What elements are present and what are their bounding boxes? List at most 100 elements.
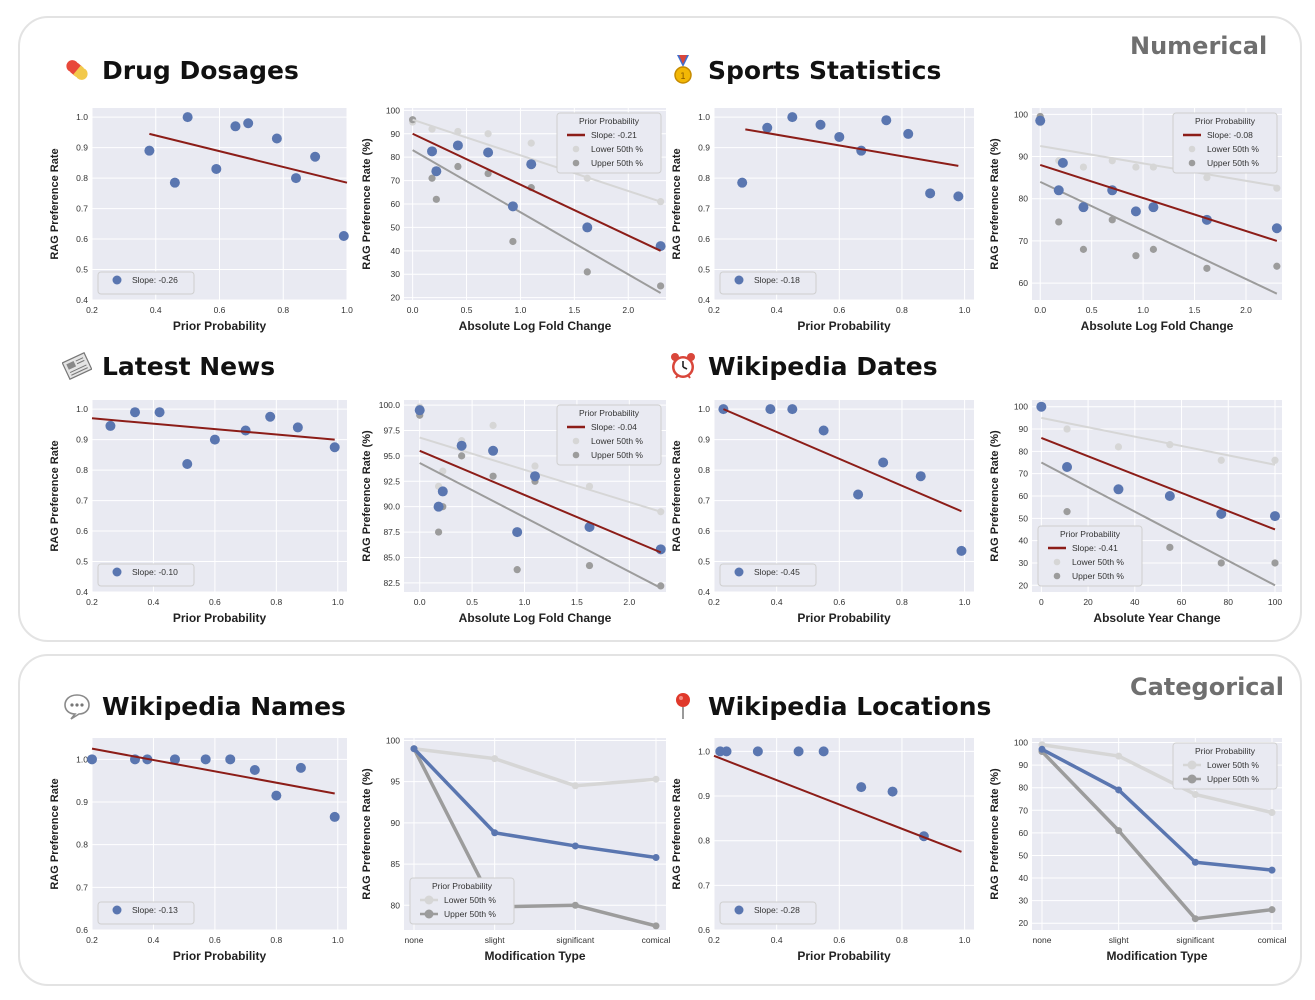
lower-50th-point [585, 482, 594, 490]
legend-label: Lower 50th % [1207, 144, 1259, 154]
lower-50th-point [1132, 163, 1140, 171]
x-tick-label: 0.8 [896, 305, 908, 315]
data-point [903, 128, 914, 139]
x-tick-label: 1.0 [332, 597, 344, 607]
data-point [291, 173, 301, 184]
y-tick-label: 20 [1019, 918, 1029, 928]
data-point [1035, 115, 1046, 126]
data-point [526, 159, 537, 170]
plot-area [714, 738, 974, 930]
y-tick-label: 0.8 [698, 173, 710, 183]
wnames-prior-chart: 0.6 0.7 0.8 0.9 1.0 0.2 0.4 0.6 0.8 1.0 Prior Prob… [49, 738, 347, 963]
y-tick-label: 100.0 [379, 400, 401, 410]
y-tick-label: 85.0 [383, 552, 400, 562]
x-tick-label: 0.2 [86, 935, 98, 945]
lower-50th-point [1079, 163, 1088, 171]
legend: Prior Probability Lower 50th % Upper 50th … [1172, 742, 1278, 790]
data-point [105, 420, 116, 431]
data-point [414, 405, 425, 416]
y-tick-label: 70 [1019, 805, 1029, 815]
series-lower-50th-line [413, 746, 657, 788]
legend-marker [734, 905, 744, 915]
x-tick-label: 2.0 [623, 597, 635, 607]
section-title: Latest News [102, 351, 276, 381]
y-tick-label: 30 [391, 269, 401, 279]
section-wikipedia-locations: Wikipedia Locations [668, 691, 991, 721]
y-tick-label: 80 [391, 152, 401, 162]
y-tick-label: 50 [1019, 513, 1029, 523]
legend-marker [424, 895, 434, 905]
y-tick-label: 92.5 [383, 476, 400, 486]
wlocs-prior-chart: 0.6 0.7 0.8 0.9 1.0 0.2 0.4 0.6 0.8 1.0 Prior Prob… [671, 738, 974, 963]
y-tick-label: 90 [391, 818, 401, 828]
y-axis-label: RAG Preference Rate [49, 778, 61, 889]
legend-label: Upper 50th % [444, 909, 496, 919]
lower-50th-point [1063, 425, 1071, 433]
fit-line-lower [1041, 416, 1276, 466]
y-tick-label: 90.0 [383, 502, 400, 512]
series-lower-50th-point [571, 782, 579, 790]
sports-logfold-chart: 60 70 80 90 100 0.0 0.5 1.0 1.5 2.0 Absolute Log F… [989, 108, 1282, 333]
y-tick-label: 70 [1019, 236, 1029, 246]
series-lower-50th-point [1268, 809, 1276, 817]
sports-prior-chart: 0.40.50.60.70.80.91.00.2 0.4 0.6 0.8 1.0Prio… [671, 108, 974, 333]
y-tick-label: 82.5 [383, 578, 400, 588]
x-tick-label: significant [556, 935, 594, 945]
upper-50th-point [513, 566, 521, 574]
data-point [265, 411, 276, 422]
legend-box [409, 877, 515, 925]
x-axis-label: Absolute Log Fold Change [459, 319, 612, 333]
x-tick-label: significant [1176, 935, 1214, 945]
series-upper-50th-point [1115, 827, 1123, 835]
y-axis-label: RAG Preference Rate (%) [361, 768, 373, 900]
series-upper-50th-line [412, 747, 657, 928]
x-tick-label: 1.0 [959, 935, 971, 945]
y-tick-label: 1.0 [698, 404, 710, 414]
x-axis-label: Absolute Year Change [1093, 611, 1220, 625]
y-tick-label: 60 [1019, 278, 1029, 288]
data-point [887, 786, 898, 797]
data-point [169, 177, 180, 188]
data-point [249, 765, 260, 775]
svg-text:1: 1 [680, 72, 686, 82]
x-tick-label: 0.5 [1086, 305, 1098, 315]
legend-label: Slope: -0.08 [1207, 130, 1253, 140]
data-point [1053, 185, 1064, 196]
x-tick-label: 0.4 [148, 597, 160, 607]
x-tick-label: 1.5 [1189, 305, 1201, 315]
data-point [793, 746, 804, 757]
data-point [1036, 401, 1047, 412]
x-tick-label: 0.4 [771, 597, 783, 607]
data-point [953, 191, 964, 202]
legend: Slope: -0.28 [719, 901, 817, 925]
x-tick-label: 0.6 [214, 305, 226, 315]
legend-label: Upper 50th % [591, 158, 643, 168]
y-tick-label: 80 [391, 900, 401, 910]
y-axis-label: RAG Preference Rate (%) [989, 138, 1001, 270]
data-point [507, 201, 518, 212]
legend-box [1172, 742, 1278, 790]
legend-marker [1188, 159, 1196, 167]
y-tick-label: 1.0 [76, 754, 88, 764]
upper-50th-point [489, 472, 497, 480]
y-tick-label: 0.5 [76, 557, 88, 567]
legend-marker [112, 275, 122, 285]
upper-50th-point [509, 237, 517, 246]
y-axis-label: RAG Preference Rate [671, 778, 683, 889]
data-point [271, 133, 282, 144]
series-overall-point [1268, 866, 1276, 874]
data-point [878, 457, 889, 468]
y-tick-label: 80 [1019, 194, 1029, 204]
y-axis-label: RAG Preference Rate (%) [361, 430, 373, 562]
x-tick-label: 0.8 [270, 597, 282, 607]
upper-50th-point [1149, 245, 1157, 253]
lower-50th-point [1203, 174, 1211, 182]
x-axis-label: Prior Probability [797, 949, 891, 963]
x-tick-label: 0 [1039, 597, 1044, 607]
lower-50th-point [531, 462, 539, 470]
x-axis-label: Prior Probability [173, 319, 267, 333]
x-tick-label: 0.4 [771, 935, 783, 945]
y-tick-label: 97.5 [383, 425, 400, 435]
y-tick-label: 1.0 [698, 746, 710, 756]
legend-box [719, 271, 817, 295]
